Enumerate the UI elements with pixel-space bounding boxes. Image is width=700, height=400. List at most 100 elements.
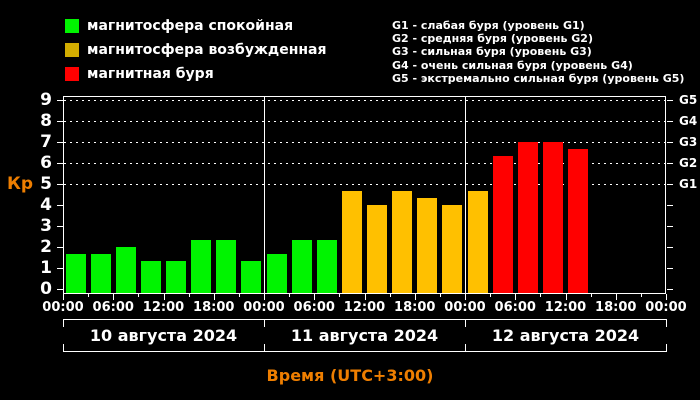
x-tick-major	[113, 294, 115, 300]
y-tick-label: 7	[40, 132, 52, 152]
x-axis-title: Время (UTC+3:00)	[266, 366, 434, 385]
x-tick-minor	[540, 294, 542, 297]
y-tick-left	[57, 184, 63, 185]
kp-bar	[442, 205, 463, 293]
gridline	[64, 142, 665, 143]
x-tick-minor	[339, 294, 341, 297]
date-band-tick	[63, 319, 64, 327]
date-band-tick	[666, 344, 667, 352]
time-label: 00:00	[243, 300, 285, 315]
g5-description: G5 - экстремально сильная буря (уровень …	[392, 72, 685, 85]
storm-color-swatch	[65, 67, 79, 81]
kp-bar	[392, 190, 413, 293]
y-tick-label: 0	[40, 279, 52, 299]
kp-bar	[90, 253, 111, 293]
y-tick-label: 2	[40, 237, 52, 257]
x-tick-minor	[88, 294, 90, 297]
y-tick-label: 6	[40, 153, 52, 173]
y-tick-label: 5	[40, 174, 52, 194]
kp-bar	[542, 142, 563, 293]
y-tick-right	[667, 226, 673, 227]
x-tick-major	[666, 294, 667, 300]
kp-bar	[568, 148, 589, 293]
date-band-tick	[264, 344, 265, 352]
time-label: 00:00	[444, 300, 486, 315]
gridline	[64, 100, 665, 101]
y-tick-left	[57, 226, 63, 227]
gridline	[64, 121, 665, 122]
kp-bar	[241, 261, 262, 293]
date-band-tick	[264, 319, 265, 327]
day-separator	[264, 97, 265, 293]
plot-border	[63, 96, 666, 294]
kp-bar	[291, 240, 312, 293]
y-tick-left	[57, 121, 63, 122]
x-tick-major	[314, 294, 316, 300]
time-label: 06:00	[92, 300, 134, 315]
kp-bar	[367, 205, 388, 293]
legend-item-excited: магнитосфера возбужденная	[65, 43, 326, 57]
excited-color-swatch	[65, 43, 79, 57]
time-label: 12:00	[142, 300, 185, 315]
date-band-tick	[465, 344, 466, 352]
kp-bar	[166, 261, 187, 293]
gridline	[64, 163, 665, 164]
time-label: 12:00	[544, 300, 587, 315]
x-tick-minor	[590, 294, 592, 297]
y-tick-left	[57, 163, 63, 164]
time-label: 12:00	[343, 300, 386, 315]
time-label: 18:00	[595, 300, 637, 315]
g-level-label: G1	[679, 177, 698, 191]
kp-bar	[191, 240, 212, 293]
kp-bar	[140, 261, 161, 293]
y-tick-left	[57, 100, 63, 101]
legend-label: магнитная буря	[87, 66, 214, 82]
x-tick-minor	[490, 294, 492, 297]
y-tick-left	[57, 289, 63, 290]
y-tick-right	[667, 184, 673, 185]
x-tick-major	[63, 294, 64, 300]
y-tick-right	[667, 268, 673, 269]
y-tick-right	[667, 121, 673, 122]
x-tick-minor	[188, 294, 190, 297]
y-tick-right	[667, 163, 673, 164]
date-band-bottom-rail	[63, 351, 667, 352]
time-label: 00:00	[42, 300, 84, 315]
g2-description: G2 - средняя буря (уровень G2)	[392, 32, 593, 45]
legend-item-storm: магнитная буря	[65, 67, 214, 81]
date-label: 11 августа 2024	[290, 326, 439, 345]
date-label: 10 августа 2024	[89, 326, 238, 345]
kp-bar	[115, 247, 136, 293]
time-label: 06:00	[494, 300, 536, 315]
x-tick-major	[465, 294, 466, 300]
y-tick-label: 8	[40, 111, 52, 131]
y-tick-right	[667, 100, 673, 101]
x-tick-minor	[289, 294, 291, 297]
x-tick-major	[163, 294, 165, 300]
x-tick-minor	[138, 294, 140, 297]
kp-bar	[517, 142, 538, 293]
x-tick-major	[565, 294, 567, 300]
day-separator	[465, 97, 466, 293]
y-tick-label: 3	[40, 216, 52, 236]
time-label: 18:00	[193, 300, 235, 315]
y-tick-left	[57, 268, 63, 269]
g-level-label: G5	[679, 93, 698, 107]
x-tick-minor	[238, 294, 240, 297]
y-tick-left	[57, 142, 63, 143]
gridline	[64, 184, 665, 185]
x-tick-major	[515, 294, 517, 300]
y-tick-right	[667, 289, 673, 290]
kp-bar	[467, 190, 488, 293]
quiet-color-swatch	[65, 19, 79, 33]
g3-description: G3 - сильная буря (уровень G3)	[392, 45, 592, 58]
x-tick-minor	[389, 294, 391, 297]
time-label: 06:00	[293, 300, 335, 315]
time-label: 18:00	[394, 300, 436, 315]
legend-label: магнитосфера возбужденная	[87, 42, 327, 58]
x-tick-minor	[439, 294, 441, 297]
kp-bar	[492, 156, 513, 293]
g1-description: G1 - слабая буря (уровень G1)	[392, 19, 585, 32]
